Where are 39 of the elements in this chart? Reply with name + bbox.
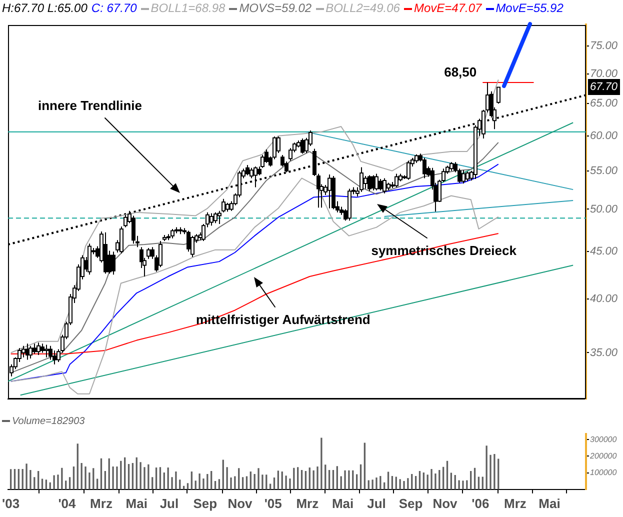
y-tick-label: 70.00 <box>590 68 618 80</box>
x-tick-label: '05 <box>264 496 282 511</box>
y-tick-label: 35.00 <box>590 346 618 359</box>
y-tick-label: 55.00 <box>590 164 618 177</box>
y-tick-label: 60.00 <box>590 130 618 142</box>
y-tick-label: 40.00 <box>590 293 618 306</box>
y-tick-label: 65.00 <box>590 98 618 110</box>
x-tick-label: Mrz <box>296 496 320 511</box>
x-tick-label: '04 <box>58 496 77 511</box>
y-tick-label: 45.00 <box>590 246 618 258</box>
text: C: 67.70 <box>91 1 137 15</box>
x-tick-label: Mrz <box>504 496 527 511</box>
x-tick-label: Nov <box>432 496 458 511</box>
legend-label: BOLL1=68.98 <box>150 1 226 15</box>
legend-label: MOVS=59.02 <box>239 1 312 15</box>
x-tick-label: Sep <box>398 496 423 511</box>
y-tick-label: 75.00 <box>590 40 618 52</box>
y-tick-label: 100000 <box>590 468 618 478</box>
legend-label: BOLL2=49.06 <box>326 1 400 15</box>
y-tick-label: 200000 <box>589 451 618 460</box>
chart-title: H:67.70 L:65.00 <box>2 1 88 15</box>
annotation: innere Trendlinie <box>38 98 142 113</box>
legend-label: Volume=182903 <box>12 416 85 427</box>
text: 67.70 <box>588 79 620 95</box>
x-tick-label: '03 <box>2 496 20 511</box>
x-tick-label: Mai <box>126 496 148 511</box>
annotation: 68,50 <box>444 64 477 80</box>
x-tick-label: Mai <box>332 496 354 511</box>
legend-label: MovE=47.07 <box>414 1 482 15</box>
y-tick-label: 50.00 <box>590 203 618 216</box>
x-tick-label: Jul <box>367 496 386 511</box>
x-tick-label: '06 <box>472 496 490 511</box>
x-tick-label: Jul <box>160 496 179 511</box>
x-tick-label: Nov <box>228 496 254 511</box>
y-tick-label: 300000 <box>590 434 618 444</box>
legend-label: MovE=55.92 <box>496 1 564 15</box>
x-tick-label: Mai <box>538 496 560 511</box>
x-tick-label: Sep <box>193 496 218 511</box>
x-tick-label: Mrz <box>90 496 113 511</box>
